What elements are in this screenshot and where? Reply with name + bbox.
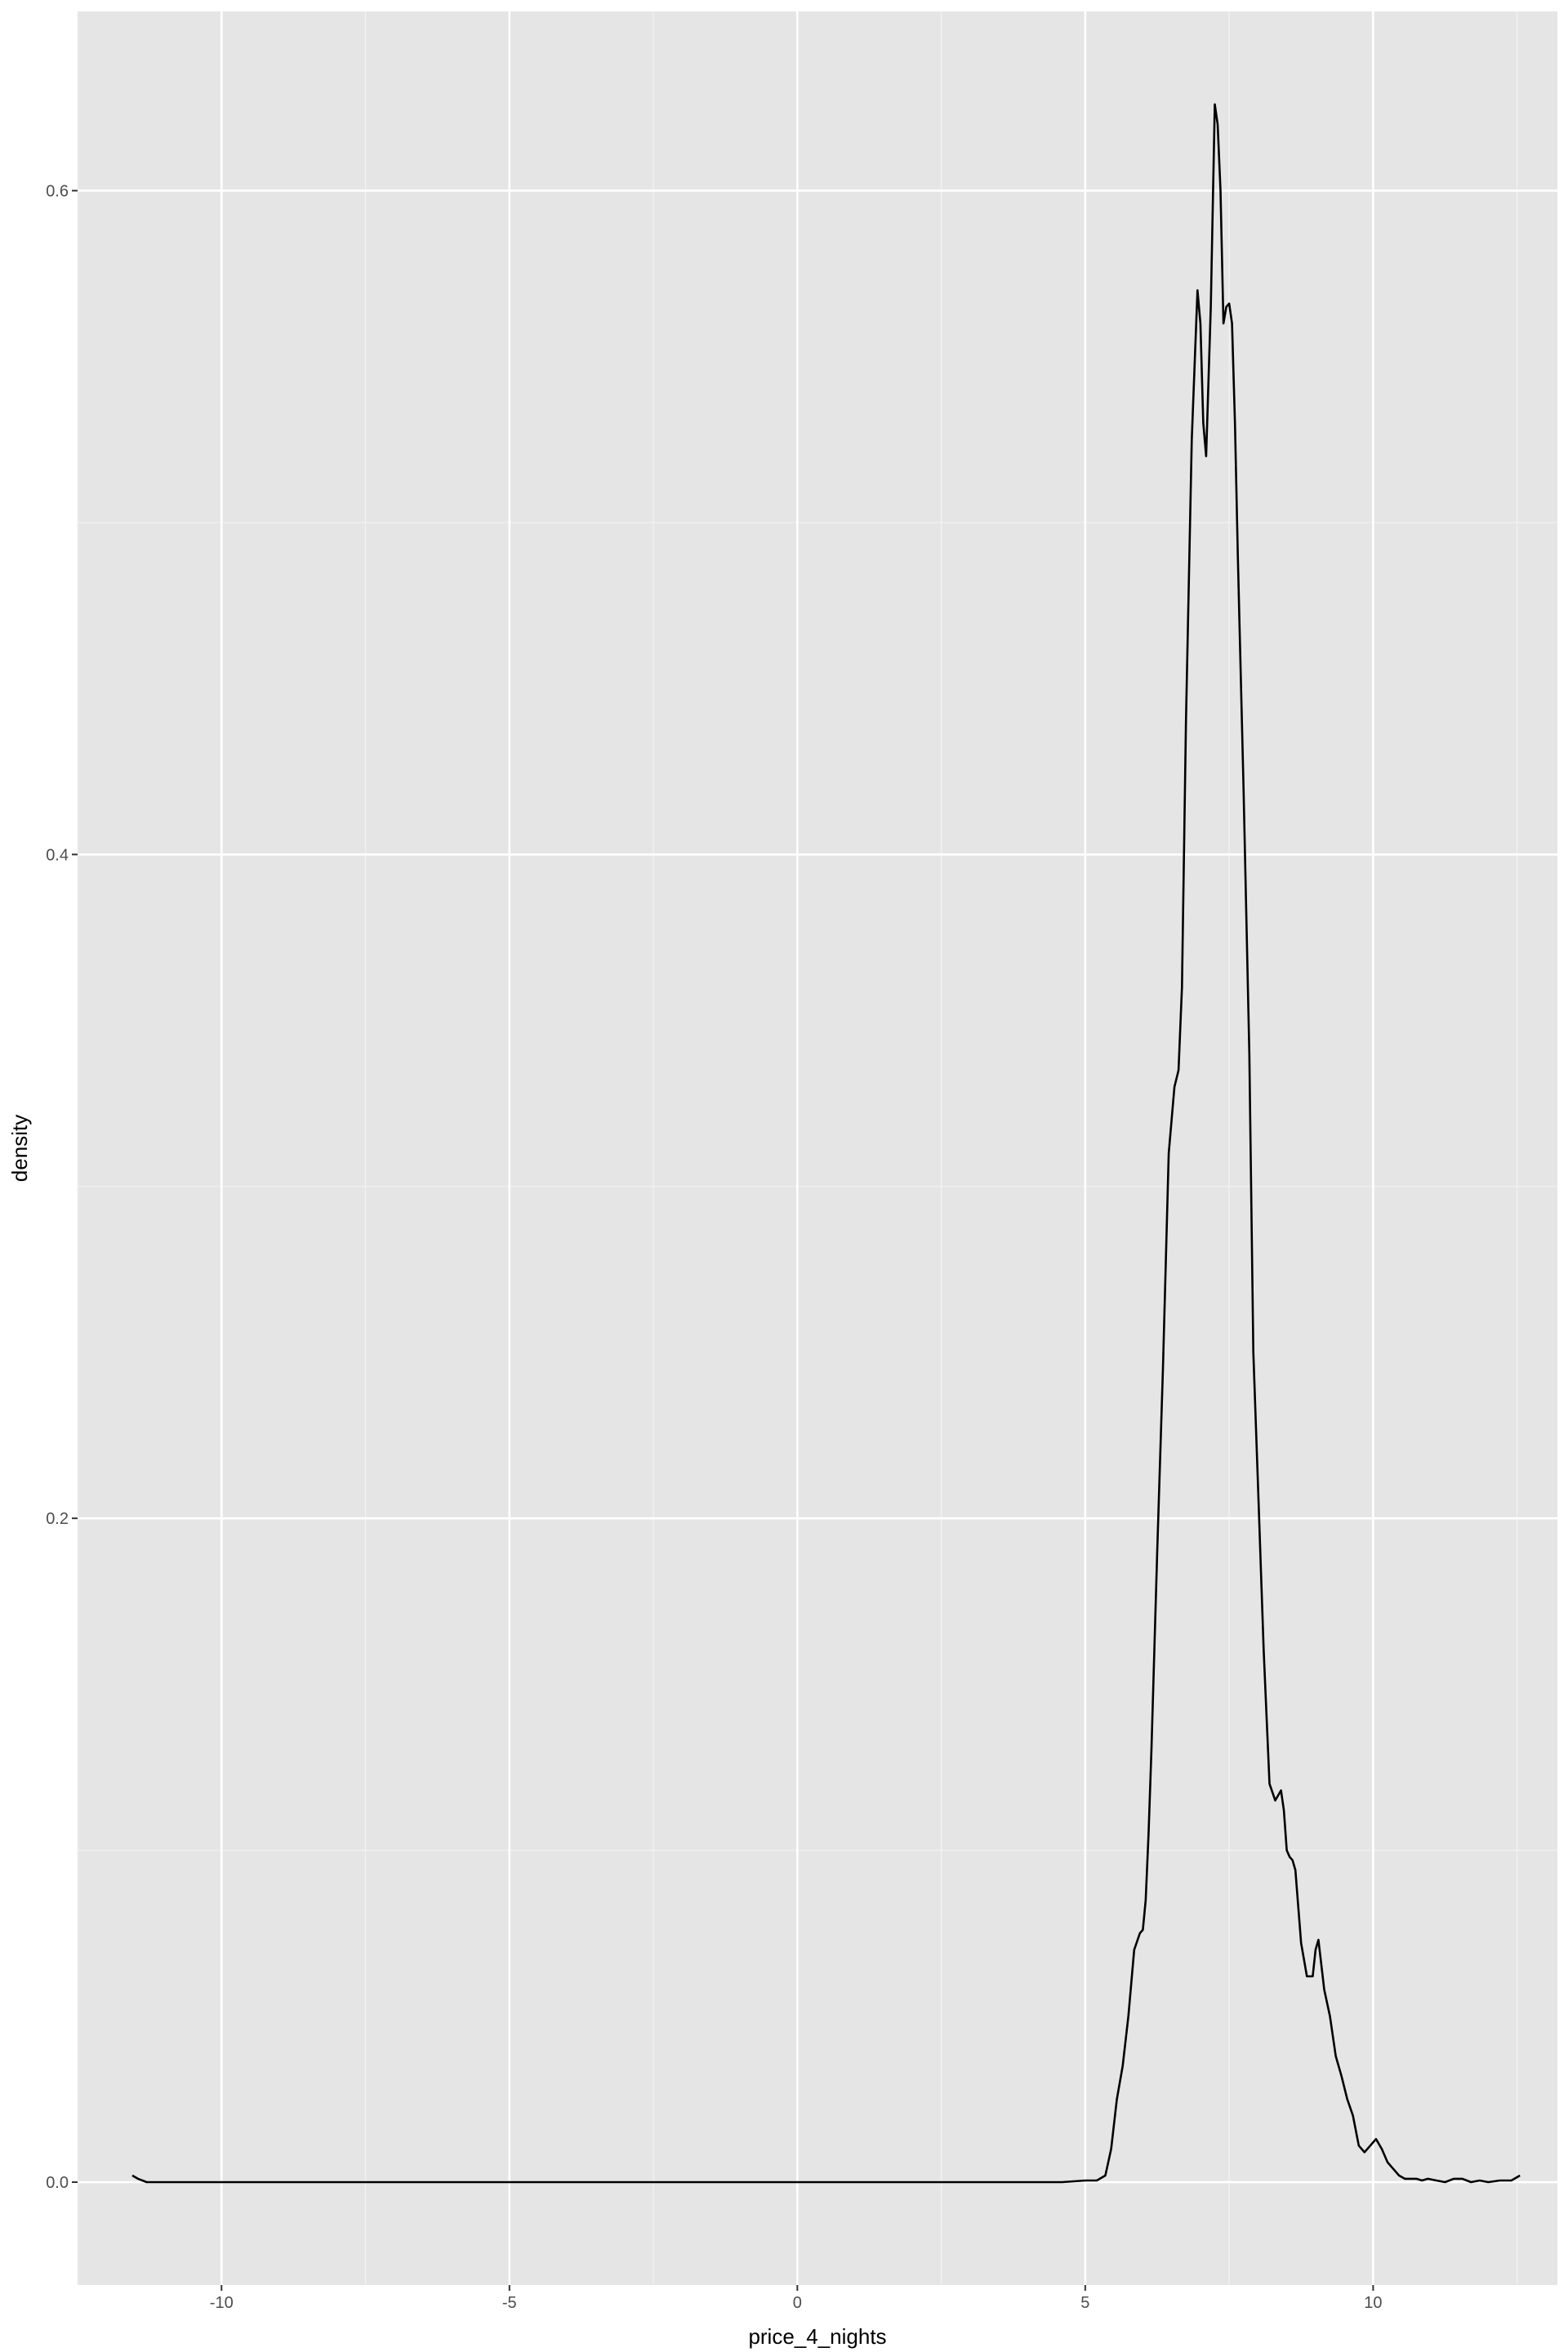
y-tick-label: 0.2: [46, 1510, 69, 1528]
major-gridlines: [78, 11, 1557, 2285]
x-tick-label: -10: [210, 2294, 234, 2312]
y-tick-label: 0.6: [46, 182, 69, 200]
y-axis-ticks: 0.0 0.2 0.4 0.6: [46, 182, 78, 2192]
y-tick-label: 0.0: [46, 2174, 69, 2192]
x-axis-ticks: -10 -5 0 5 10: [210, 2285, 1383, 2312]
x-tick-label: 0: [793, 2294, 802, 2312]
x-tick-label: 5: [1080, 2294, 1089, 2312]
y-axis-title: density: [7, 1115, 32, 1182]
minor-gridlines: [77, 11, 1557, 2285]
x-tick-label: -5: [502, 2294, 517, 2312]
density-curve: [131, 103, 1521, 2184]
x-tick-label: 10: [1364, 2294, 1382, 2312]
y-tick-label: 0.4: [46, 846, 69, 864]
x-axis-title: price_4_nights: [748, 2324, 886, 2349]
plot-panel: [78, 11, 1557, 2285]
